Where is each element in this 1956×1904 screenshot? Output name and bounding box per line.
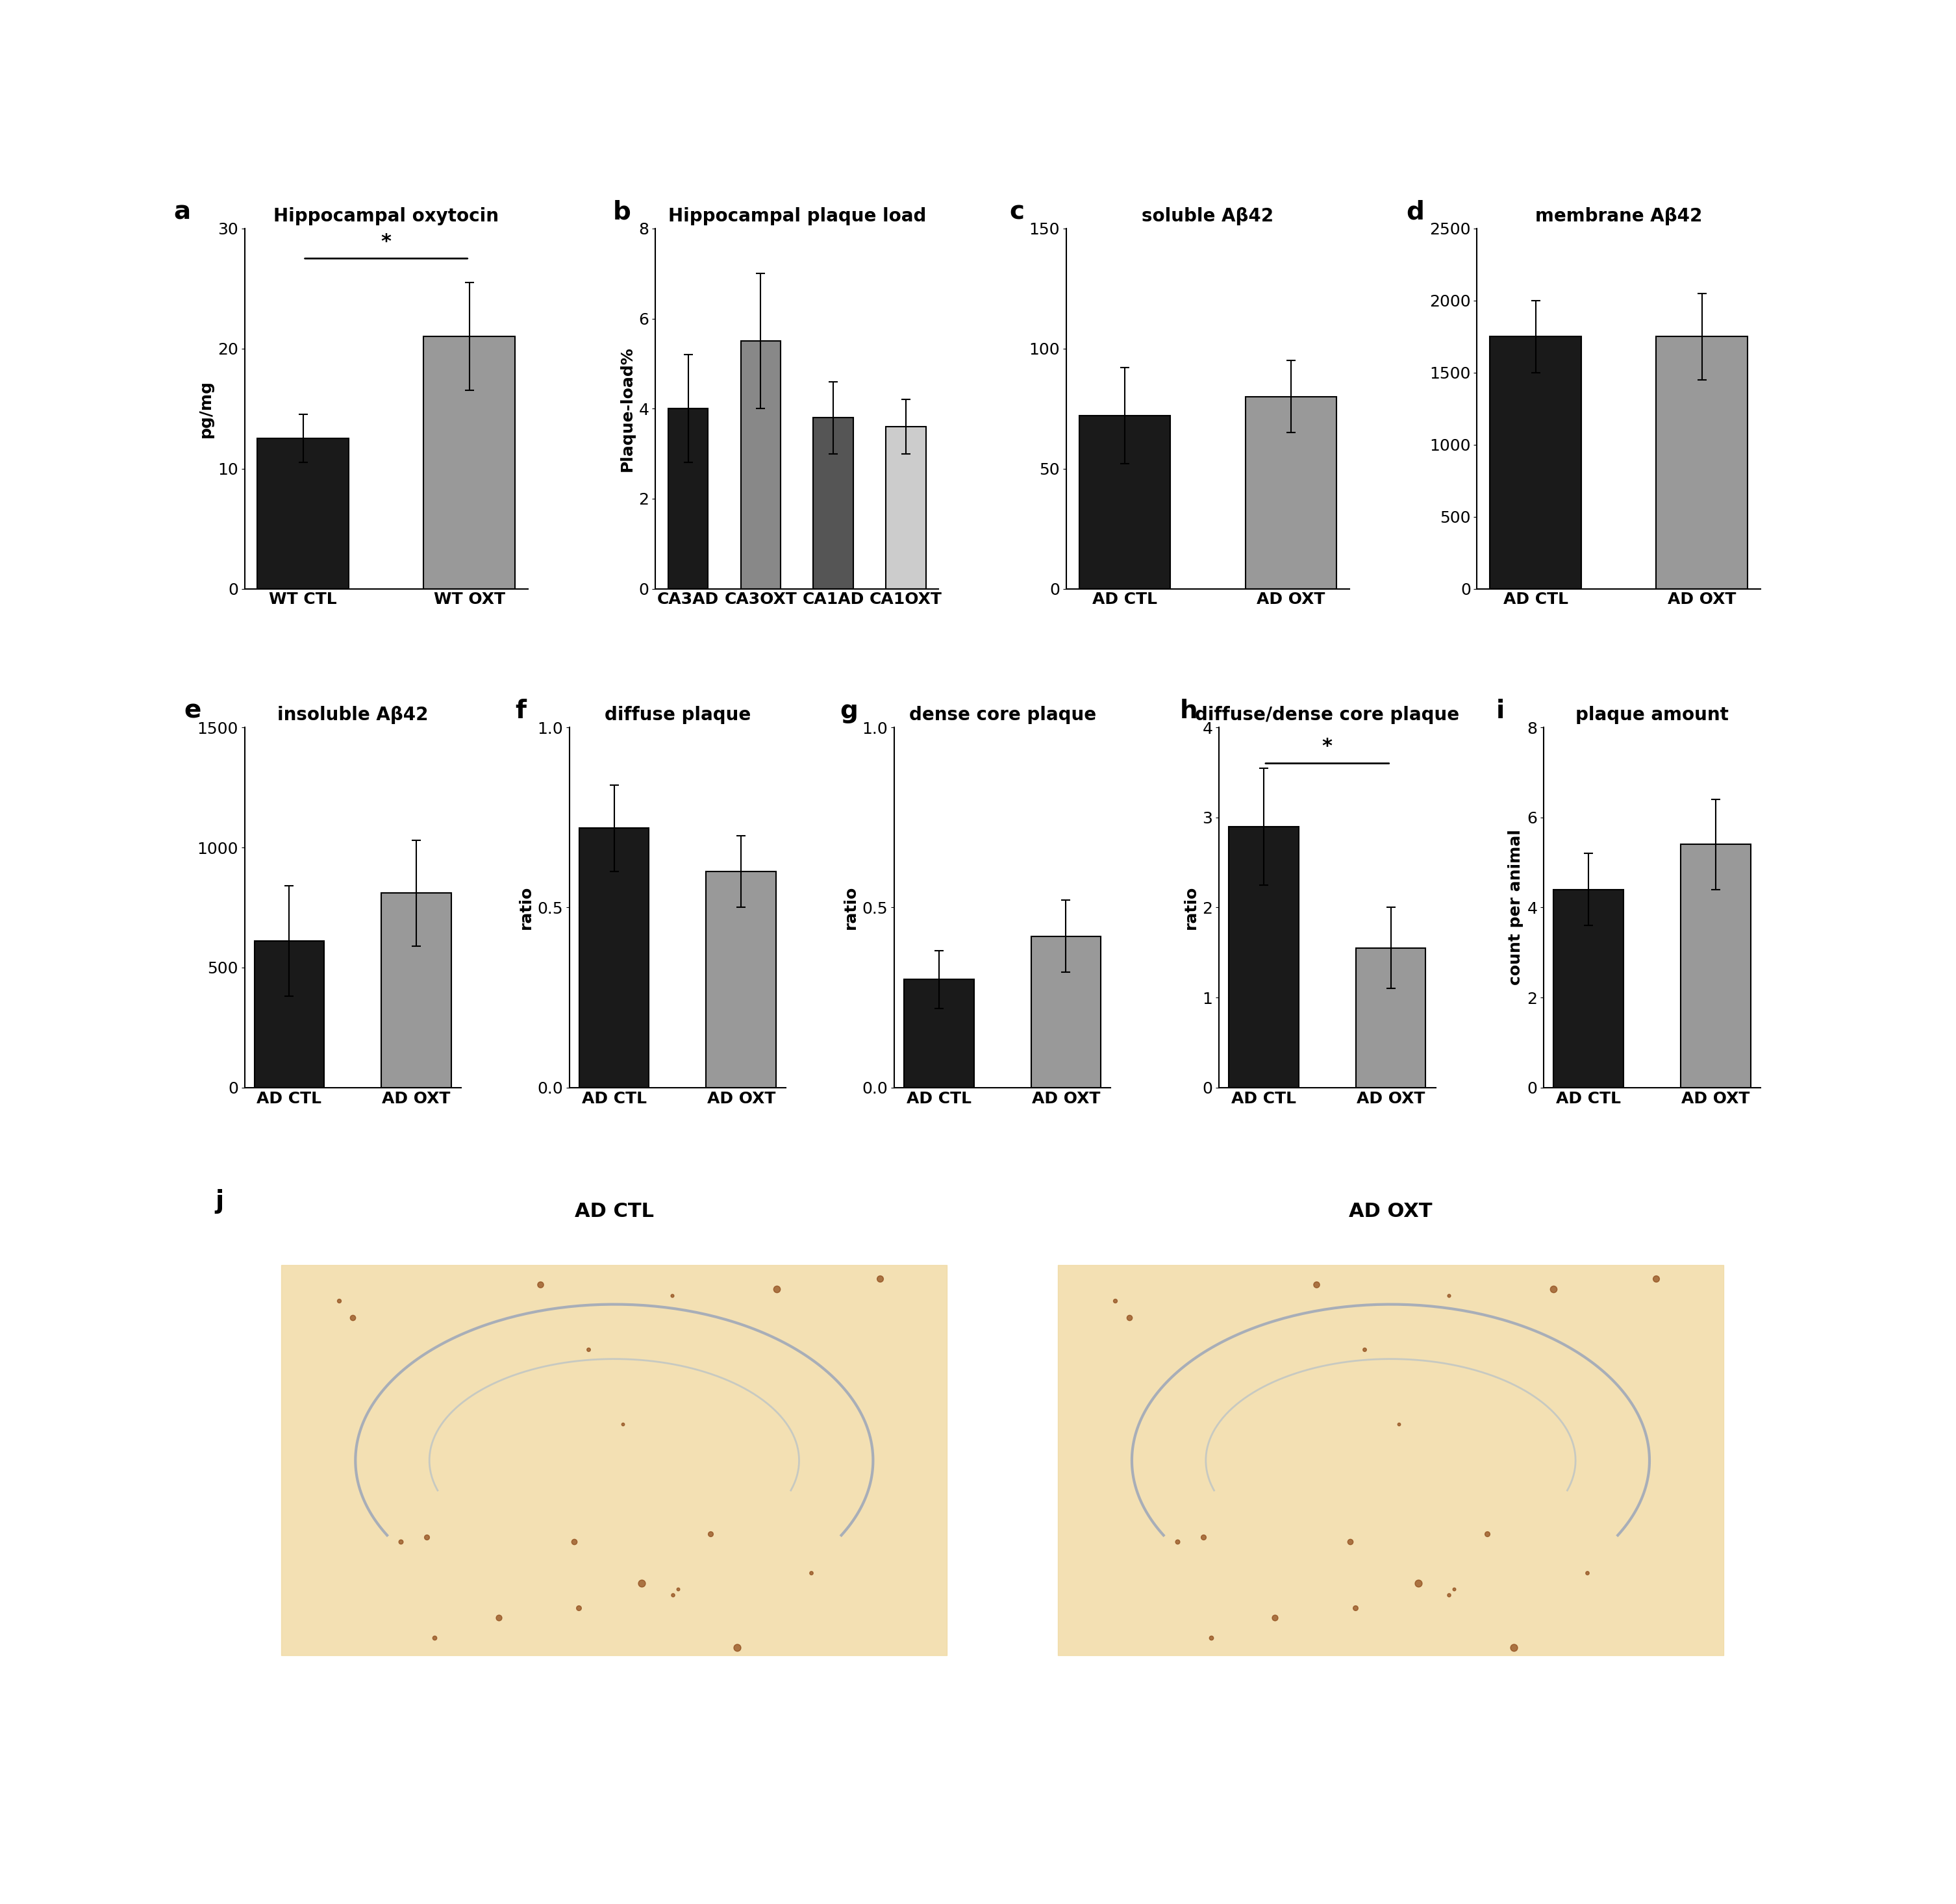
- Bar: [424, 337, 514, 588]
- Title: diffuse plaque: diffuse plaque: [604, 706, 751, 724]
- Title: Hippocampal plaque load: Hippocampal plaque load: [669, 208, 925, 225]
- Y-axis label: ratio: ratio: [1183, 885, 1199, 929]
- Bar: [1080, 415, 1170, 588]
- Title: Hippocampal oxytocin: Hippocampal oxytocin: [274, 208, 499, 225]
- Bar: [1680, 845, 1751, 1087]
- Bar: [1490, 337, 1580, 588]
- Title: insoluble Aβ42: insoluble Aβ42: [278, 706, 428, 724]
- Bar: [706, 872, 777, 1087]
- Text: i: i: [1496, 699, 1504, 724]
- Title: soluble Aβ42: soluble Aβ42: [1142, 208, 1273, 225]
- Bar: [886, 426, 925, 588]
- Y-axis label: ratio: ratio: [843, 885, 859, 929]
- Text: d: d: [1406, 200, 1424, 225]
- Bar: [669, 409, 708, 588]
- Title: plaque amount: plaque amount: [1575, 706, 1729, 724]
- Text: h: h: [1179, 699, 1197, 724]
- Bar: [1553, 889, 1623, 1087]
- Bar: [814, 417, 853, 588]
- Text: c: c: [1009, 200, 1025, 225]
- Text: *: *: [381, 232, 391, 251]
- Text: g: g: [839, 699, 859, 724]
- Bar: [1246, 396, 1336, 588]
- Bar: [258, 438, 348, 588]
- Y-axis label: count per animal: count per animal: [1508, 830, 1524, 986]
- Bar: [254, 941, 325, 1087]
- Text: a: a: [174, 200, 190, 225]
- Bar: [741, 341, 780, 588]
- Title: membrane Aβ42: membrane Aβ42: [1535, 208, 1702, 225]
- Bar: [381, 893, 452, 1087]
- Title: AD CTL: AD CTL: [575, 1201, 653, 1220]
- Y-axis label: ratio: ratio: [518, 885, 534, 929]
- Y-axis label: pg/mg: pg/mg: [198, 379, 213, 438]
- Bar: [1031, 937, 1101, 1087]
- Bar: [1356, 948, 1426, 1087]
- Title: AD OXT: AD OXT: [1350, 1201, 1432, 1220]
- Text: *: *: [1322, 737, 1332, 756]
- Y-axis label: Plaque-load%: Plaque-load%: [620, 347, 636, 470]
- Bar: [1228, 826, 1299, 1087]
- Bar: [1657, 337, 1747, 588]
- Text: e: e: [184, 699, 201, 724]
- Text: j: j: [215, 1188, 223, 1213]
- Bar: [904, 979, 974, 1087]
- Text: f: f: [514, 699, 526, 724]
- Title: dense core plaque: dense core plaque: [910, 706, 1095, 724]
- Text: b: b: [612, 200, 632, 225]
- Title: diffuse/dense core plaque: diffuse/dense core plaque: [1195, 706, 1459, 724]
- Bar: [579, 828, 649, 1087]
